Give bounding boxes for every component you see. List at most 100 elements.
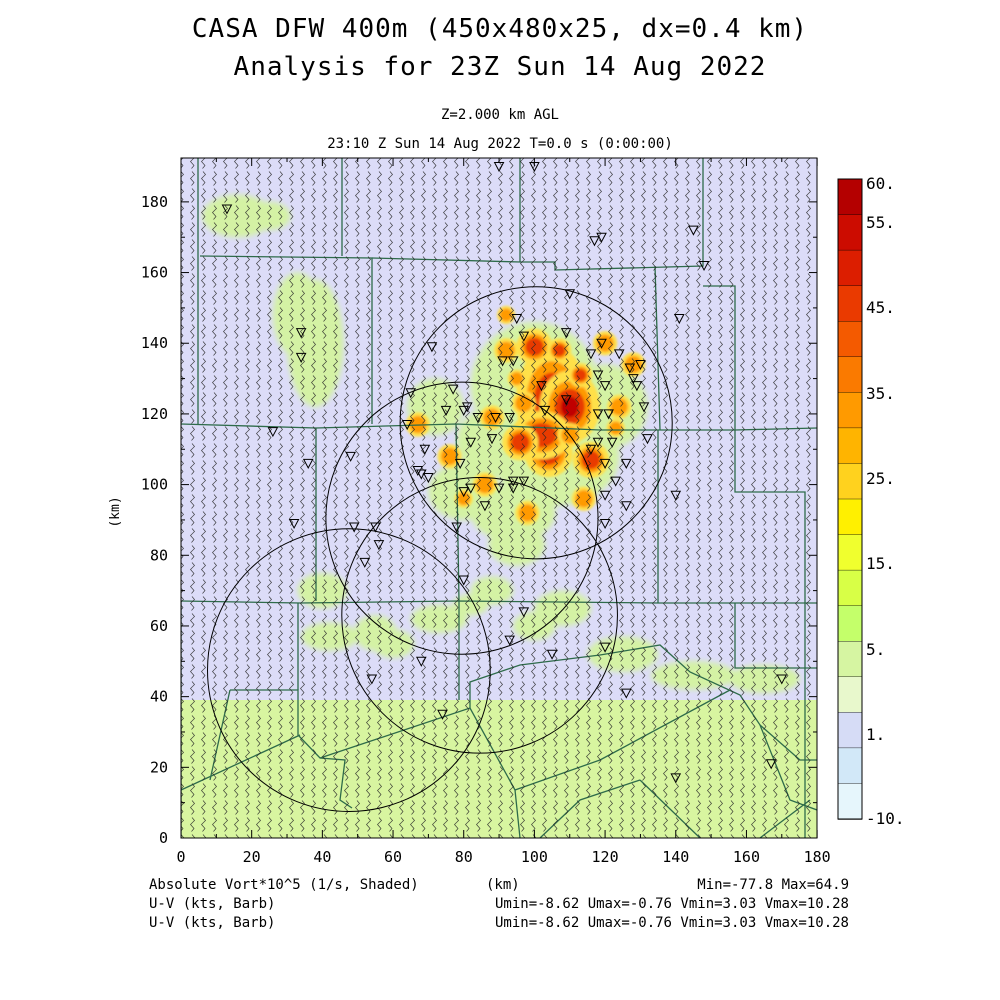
colorbar-swatch bbox=[837, 641, 863, 678]
colorbar-swatch bbox=[837, 605, 863, 642]
plot-subtitle: Analysis for 23Z Sun 14 Aug 2022 bbox=[233, 52, 767, 82]
station-marker-icon bbox=[536, 381, 547, 392]
station-marker-icon bbox=[412, 465, 424, 477]
station-marker-icon bbox=[451, 522, 462, 533]
colorbar-swatch bbox=[837, 427, 863, 465]
station-marker-icon bbox=[546, 649, 558, 660]
colorbar-swatch bbox=[837, 534, 863, 571]
station-marker-icon bbox=[613, 349, 625, 360]
field-min-max: Min=-77.8 Max=64.9 bbox=[697, 877, 849, 893]
station-marker-icon bbox=[423, 473, 434, 484]
colorbar-label: 35. bbox=[866, 384, 895, 403]
station-marker-icon bbox=[599, 458, 611, 469]
station-marker-icon bbox=[688, 225, 699, 236]
radar-range-ring bbox=[207, 528, 491, 812]
station-marker-icon bbox=[560, 328, 572, 339]
x-tick-label: 160 bbox=[733, 848, 760, 866]
colorbar-swatch bbox=[837, 392, 863, 429]
wind-stats-2: Umin=-8.62 Umax=-0.76 Vmin=3.03 Vmax=10.… bbox=[494, 915, 849, 931]
station-marker-icon bbox=[302, 458, 314, 469]
station-marker-icon bbox=[589, 236, 600, 247]
plot-title: CASA DFW 400m (450x480x25, dx=0.4 km) bbox=[191, 14, 809, 44]
wind-label-1: U-V (kts, Barb) bbox=[149, 896, 276, 912]
radar-range-ring bbox=[325, 381, 599, 655]
station-marker-icon bbox=[497, 356, 508, 367]
station-marker-icon bbox=[518, 607, 530, 618]
colorbar-label: -10. bbox=[866, 809, 905, 828]
x-tick-label: 80 bbox=[455, 848, 473, 866]
colorbar-swatch bbox=[837, 712, 863, 749]
station-marker-icon bbox=[592, 409, 604, 420]
colorbar-label: 1. bbox=[866, 725, 885, 744]
x-axis-label: (km) bbox=[486, 877, 520, 893]
station-marker-icon bbox=[465, 483, 477, 494]
y-tick-label: 20 bbox=[150, 758, 168, 776]
colorbar-swatch bbox=[837, 569, 863, 607]
station-marker-icon bbox=[507, 483, 519, 494]
station-marker-icon bbox=[518, 476, 530, 487]
station-marker-icon bbox=[560, 395, 572, 406]
colorbar-label: 45. bbox=[866, 298, 895, 317]
station-marker-icon bbox=[620, 501, 632, 512]
radar-range-ring bbox=[399, 286, 673, 560]
station-marker-icon bbox=[461, 402, 473, 413]
station-marker-icon bbox=[539, 405, 551, 416]
station-marker-icon bbox=[295, 352, 307, 363]
station-marker-icon bbox=[603, 409, 614, 420]
wind-label-2: U-V (kts, Barb) bbox=[149, 915, 276, 931]
y-tick-label: 140 bbox=[141, 334, 168, 352]
wind-barbs-field bbox=[181, 158, 817, 838]
colorbar-swatch bbox=[837, 783, 863, 820]
station-marker-icon bbox=[419, 444, 431, 455]
station-marker-icon bbox=[401, 420, 413, 431]
colorbar-swatch bbox=[837, 321, 863, 358]
colorbar-swatch bbox=[837, 463, 863, 500]
station-marker-icon bbox=[504, 635, 515, 646]
station-marker-icon bbox=[592, 370, 604, 381]
station-marker-icon bbox=[458, 405, 470, 416]
station-marker-icon bbox=[606, 437, 618, 448]
station-marker-icon bbox=[673, 314, 685, 325]
station-marker-icon bbox=[585, 349, 597, 360]
x-tick-label: 100 bbox=[521, 848, 548, 866]
station-marker-icon bbox=[454, 458, 466, 469]
station-marker-icon bbox=[295, 328, 307, 339]
station-marker-icon bbox=[642, 434, 653, 445]
colorbar-label: 5. bbox=[866, 640, 885, 659]
station-marker-icon bbox=[493, 162, 505, 173]
station-marker-icon bbox=[776, 674, 788, 685]
station-marker-icon bbox=[511, 314, 523, 325]
y-tick-label: 40 bbox=[150, 688, 168, 706]
x-tick-label: 120 bbox=[592, 848, 619, 866]
colorbar-swatch bbox=[837, 285, 863, 322]
y-tick-label: 100 bbox=[141, 476, 168, 494]
station-marker-icon bbox=[486, 434, 498, 445]
station-marker-icon bbox=[458, 487, 470, 498]
station-marker-icon bbox=[599, 381, 611, 392]
station-marker-icon bbox=[698, 260, 710, 272]
colorbar-swatch bbox=[837, 178, 863, 216]
station-marker-icon bbox=[373, 540, 385, 551]
station-marker-icon bbox=[405, 388, 417, 399]
y-tick-label: 80 bbox=[150, 546, 168, 564]
colorbar-swatch bbox=[837, 676, 863, 714]
y-axis-label: (km) bbox=[108, 496, 123, 527]
station-marker-icon bbox=[472, 412, 484, 424]
x-tick-label: 140 bbox=[662, 848, 689, 866]
colorbar-label: 60. bbox=[866, 174, 895, 193]
y-tick-label: 120 bbox=[141, 405, 168, 423]
y-tick-label: 60 bbox=[150, 617, 168, 635]
station-marker-icon bbox=[267, 427, 279, 438]
station-marker-icon bbox=[564, 289, 576, 300]
time-label: 23:10 Z Sun 14 Aug 2022 T=0.0 s (0:00:00… bbox=[327, 136, 673, 152]
colorbar-swatch bbox=[837, 214, 863, 251]
station-marker-icon bbox=[370, 522, 381, 533]
station-marker-icon bbox=[437, 709, 448, 720]
x-tick-label: 0 bbox=[176, 848, 185, 866]
colorbar-swatch bbox=[837, 356, 863, 394]
station-marker-icon bbox=[599, 518, 611, 530]
x-tick-label: 20 bbox=[243, 848, 261, 866]
station-marker-icon bbox=[670, 490, 682, 501]
station-marker-icon bbox=[596, 338, 607, 349]
